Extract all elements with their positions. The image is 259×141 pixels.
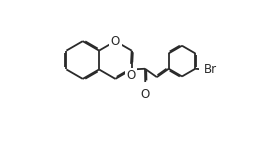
Text: O: O — [126, 70, 136, 82]
Text: Br: Br — [204, 63, 217, 76]
Text: O: O — [111, 35, 120, 48]
Text: O: O — [141, 88, 150, 101]
